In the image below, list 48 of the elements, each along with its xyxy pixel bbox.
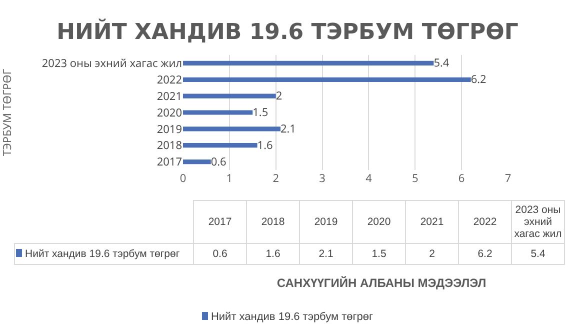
x-tick-label: 3: [319, 171, 326, 186]
data-label: 2.1: [280, 121, 296, 136]
bar: [183, 126, 280, 132]
x-tick-label: 4: [366, 171, 373, 186]
x-tick-label: 2023 оны эхний хагас жил: [512, 200, 564, 244]
data-label: 2: [406, 244, 458, 264]
x-tick-label: 2018: [246, 200, 300, 244]
y-tick-label: Нийт хандив 19.6 тэрбум төгрөг: [14, 244, 194, 264]
x-tick-label: 1: [226, 171, 233, 186]
data-label: 5.4: [512, 244, 564, 264]
x-tick-label: 2017: [194, 200, 246, 244]
bar: [183, 77, 471, 82]
bar: [183, 159, 211, 164]
data-label: 1.5: [252, 105, 268, 120]
data-label: 0.6: [210, 154, 226, 170]
data-label: 1.5: [352, 244, 406, 264]
x-tick-label: 2: [272, 171, 280, 186]
data-label: 2.1: [300, 244, 352, 264]
chart-title: НИЙТ ХАНДИВ 19.6 ТЭРБУМ ТӨГРӨГ: [56, 18, 518, 45]
y-axis-title: ТЭРБУМ ТӨГРӨГ: [0, 68, 15, 156]
x-tick-label: 7: [504, 171, 512, 186]
bar: [183, 60, 434, 66]
data-label: 6.2: [458, 244, 512, 264]
x-tick-label: 2021: [406, 200, 458, 244]
legend-label: Нийт хандив 19.6 тэрбум төгрөг: [210, 311, 374, 323]
y-tick-label: 2022: [156, 72, 182, 88]
y-tick-label: 2019: [156, 122, 182, 137]
data-label: 5.4: [434, 56, 450, 71]
data-label: 0.6: [194, 244, 246, 264]
bar: [183, 94, 276, 98]
data-label: 6.2: [470, 72, 486, 88]
data-label: 1.6: [246, 244, 300, 264]
x-tick-label: 2022: [458, 200, 512, 244]
y-tick-label: 2021: [156, 88, 182, 104]
x-tick-label: 6: [458, 171, 465, 186]
data-label: 1.6: [257, 138, 273, 153]
y-tick-label: 2018: [156, 138, 182, 154]
x-tick-label: 2019: [300, 200, 352, 244]
text: САНХҮҮГИЙН АЛБАНЫ МЭДЭЭЛЭЛ: [276, 276, 488, 290]
y-tick-label: 2017: [156, 154, 182, 170]
y-tick-label: 2023 оны эхний хагас жил: [42, 56, 182, 72]
bar: [183, 143, 258, 148]
y-tick-label: 2020: [156, 105, 182, 120]
x-tick-label: 0: [180, 171, 186, 186]
x-tick-label: 5: [412, 171, 418, 186]
data-label: 2: [276, 88, 282, 104]
x-tick-label: 2020: [352, 200, 406, 244]
bar: [183, 110, 253, 115]
